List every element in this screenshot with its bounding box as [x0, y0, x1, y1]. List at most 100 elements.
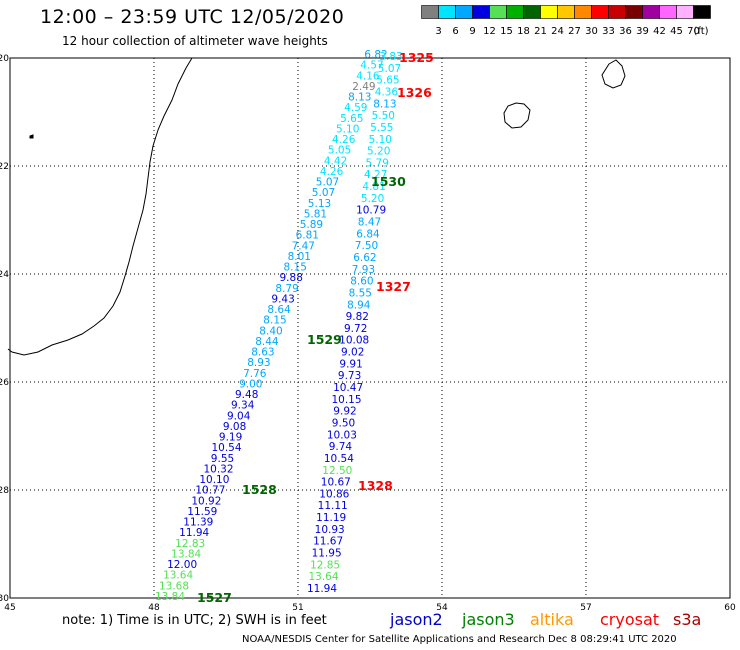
mauritius-island	[601, 59, 626, 89]
east-track-value: 11.19	[316, 512, 346, 524]
east-track-value: 10.47	[333, 382, 363, 394]
east-track-value: 10.08	[339, 335, 369, 347]
east-track-value: 5.07	[378, 63, 401, 75]
colorbar-label: 70	[687, 26, 700, 37]
page-subtitle: 12 hour collection of altimeter wave hei…	[62, 34, 328, 48]
east-track-value: 6.84	[356, 228, 380, 240]
coastline	[7, 57, 626, 356]
orbit-label: 1327	[376, 279, 411, 294]
colorbar-label: 33	[602, 26, 615, 37]
east-track-value: 9.50	[332, 418, 355, 430]
west-track-value: 4.16	[356, 70, 380, 82]
orbit-label: 1326	[397, 85, 432, 100]
colorbar-label: 30	[585, 26, 598, 37]
y-tick-label: -26	[0, 378, 9, 388]
y-tick-label: -24	[0, 270, 9, 280]
west-track-value: 13.64	[163, 570, 193, 582]
east-track-value: 11.95	[312, 548, 342, 560]
west-track-value: 8.13	[348, 92, 371, 104]
orbit-label: 1527	[197, 590, 232, 605]
west-track-value: 6.81	[296, 230, 319, 242]
legend-cryosat: cryosat	[600, 610, 660, 629]
colorbar-swatch	[693, 5, 711, 19]
west-track-value: 10.10	[199, 474, 229, 486]
small-island	[29, 134, 34, 139]
colorbar-label: 39	[636, 26, 649, 37]
orbit-label: 1528	[242, 482, 277, 497]
east-track-value: 5.20	[361, 193, 384, 205]
east-track-value: 8.60	[350, 276, 373, 288]
page-title: 12:00 – 23:59 UTC 12/05/2020	[40, 6, 345, 28]
east-track-value: 10.67	[321, 477, 351, 489]
west-track-value: 10.32	[203, 464, 233, 476]
reunion-island	[503, 102, 531, 129]
west-track-value: 5.10	[336, 123, 359, 135]
colorbar-label: 9	[469, 26, 475, 37]
west-track-value: 9.34	[231, 400, 255, 412]
colorbar-label: 24	[551, 26, 564, 37]
x-tick-label: 51	[292, 603, 303, 610]
east-track-value: 9.92	[333, 406, 356, 418]
east-track-value: 13.64	[308, 571, 338, 583]
legend-s3a: s3a	[673, 610, 702, 629]
east-track-value: 6.62	[353, 252, 376, 264]
y-tick-label: -20	[0, 54, 9, 64]
east-track-value: 10.86	[319, 488, 349, 500]
west-track-value: 8.93	[247, 357, 270, 369]
west-track-value: 8.01	[288, 251, 311, 263]
colorbar-label: 12	[483, 26, 496, 37]
west-track-value: 5.13	[308, 198, 331, 210]
east-track-value: 8.94	[347, 299, 371, 311]
east-track-value: 9.02	[341, 347, 364, 359]
west-track-value: 13.84	[171, 549, 201, 561]
west-track-value: 9.08	[223, 421, 246, 433]
east-track-value: 11.11	[318, 500, 348, 512]
west-track-value: 11.39	[183, 517, 213, 529]
orbit-label: 1325	[399, 50, 434, 65]
map-frame	[9, 57, 731, 599]
east-track-value: 7.93	[352, 264, 375, 276]
west-track-value: 12.83	[175, 538, 205, 550]
west-track-value: 10.77	[195, 485, 225, 497]
colorbar-label: 18	[517, 26, 530, 37]
east-track-value: 8.13	[373, 98, 396, 110]
west-track-value: 6.82	[364, 49, 387, 61]
colorbar-label: 15	[500, 26, 513, 37]
east-track-value: 9.74	[329, 441, 353, 453]
colorbar-label: 36	[619, 26, 632, 37]
west-track-value: 8.40	[259, 325, 282, 337]
map-grid	[9, 57, 731, 599]
west-track-value: 9.48	[235, 389, 258, 401]
west-track-value: 9.43	[271, 293, 294, 305]
east-track-value: 12.85	[310, 559, 340, 571]
east-track-value: 5.65	[376, 75, 399, 87]
west-track-value: 5.07	[316, 177, 339, 189]
legend-jason2: jason2	[390, 610, 443, 629]
east-track-value: 5.10	[369, 134, 392, 146]
colorbar-label: (ft)	[693, 26, 708, 37]
colorbar-label: 6	[452, 26, 458, 37]
wave-height-colorbar: 3 6 9 12 15 18 21 24 27 30 33 36 39 42 45 70(ft)	[421, 5, 711, 37]
east-track-value: 4.27	[364, 169, 387, 181]
west-track-value: 8.64	[267, 304, 291, 316]
east-track-value: 11.67	[313, 536, 343, 548]
axis-labels: 45 48 51 54 57 60 -20 -22 -24 -26 -28 -30	[0, 54, 736, 610]
legend-altika: altika	[530, 610, 574, 629]
east-track-value: 7.50	[355, 240, 378, 252]
west-track-value: 13.84	[155, 591, 185, 603]
colorbar-label: 21	[534, 26, 547, 37]
west-track-value: 10.92	[191, 495, 221, 507]
west-track-value: 4.59	[344, 102, 367, 114]
west-track-value: 9.00	[239, 379, 262, 391]
east-track-value: 11.94	[307, 583, 337, 595]
east-track-value: 4.36	[375, 87, 399, 99]
y-tick-label: -30	[0, 594, 9, 604]
west-track-value: 5.89	[300, 219, 323, 231]
east-track-value: 12.50	[322, 465, 352, 477]
west-track-value: 8.79	[275, 283, 298, 295]
colorbar-label: 42	[653, 26, 666, 37]
y-tick-label: -28	[0, 486, 9, 496]
east-track-value: 10.03	[327, 429, 357, 441]
west-track-value: 4.26	[320, 166, 344, 178]
west-track-value: 4.26	[332, 134, 356, 146]
